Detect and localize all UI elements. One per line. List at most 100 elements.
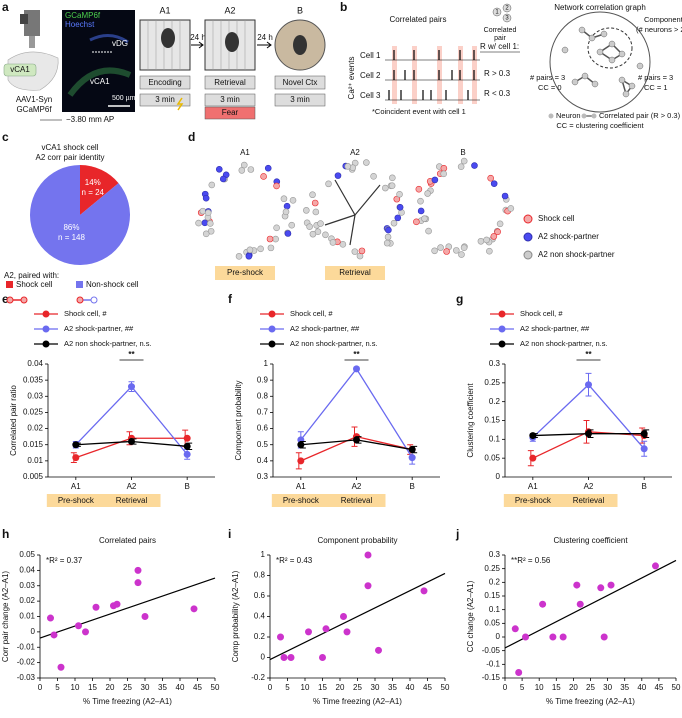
y-tick-label: 0 [261, 653, 266, 662]
neuron-dot [382, 184, 389, 192]
y-tick-label: 0.8 [257, 391, 269, 400]
node [596, 48, 604, 56]
neuron-dot [396, 203, 404, 211]
neuron-dot [201, 219, 209, 227]
neuron-dot [245, 252, 253, 260]
neuron-dot [202, 230, 210, 238]
y-tick-label: 0.05 [484, 453, 500, 462]
neuron-dot [317, 220, 324, 227]
x-tick-label: 0 [503, 683, 508, 692]
node [591, 80, 599, 88]
x-tick-label: 35 [388, 683, 397, 692]
data-point [651, 562, 659, 570]
annotation: ** [128, 350, 135, 359]
panel-label: b [340, 0, 347, 14]
data-point [134, 579, 142, 587]
y-tick-label: 0.15 [484, 591, 500, 600]
node [600, 30, 608, 38]
neuron-dot [425, 227, 432, 235]
phase-box [503, 494, 562, 507]
y-tick-label: 0.3 [489, 550, 501, 559]
ap-label: −3.80 mm AP [66, 115, 114, 124]
neuron-dot [325, 180, 332, 188]
data-point [277, 633, 284, 641]
legend-icon [6, 296, 14, 304]
example-label: CC = 0 [538, 83, 562, 92]
y-axis-label: Comp probability (A2–A1) [231, 570, 240, 662]
pair-label: Correlated [484, 27, 517, 34]
legend-dot [523, 214, 533, 224]
phase-box [559, 494, 618, 507]
neuron-dot [477, 237, 485, 245]
phase-box [325, 266, 385, 280]
data-point [529, 432, 537, 440]
phase-box [102, 494, 161, 507]
neuron-dot [460, 157, 468, 165]
session-name: B [297, 5, 303, 15]
icon-number: 3 [505, 16, 509, 22]
component-label: Component [644, 15, 682, 24]
y-tick-label: 0 [496, 632, 501, 641]
neuron-dot [238, 167, 246, 174]
virus-label: GCaMP6f [16, 105, 52, 114]
x-tick-label: 15 [318, 683, 327, 692]
neuron-dot [260, 173, 267, 180]
phase-label: Retrieval [573, 496, 605, 505]
annotation: **R² = 0.56 [511, 556, 551, 565]
legend-label: Non-shock cell [86, 280, 139, 289]
phase-label: Pre-shock [515, 496, 552, 505]
neuron-dot [437, 244, 444, 251]
y-tick-label: 0.3 [489, 359, 501, 368]
legend-label: A2 non shock-partner, n.s. [520, 339, 608, 348]
session-name: A2 [224, 5, 235, 15]
y-tick-label: 0.25 [484, 378, 500, 387]
y-tick-label: 0 [496, 472, 501, 481]
mouse [293, 35, 307, 55]
y-tick-label: 0.02 [19, 596, 35, 605]
y-tick-label: -0.05 [482, 646, 501, 655]
example-label: # pairs = 3 [638, 73, 673, 82]
data-point [529, 454, 537, 462]
data-point [280, 654, 288, 661]
annotation: *R² = 0.43 [276, 556, 313, 565]
y-label: Ca²⁺ events [347, 57, 356, 100]
data-point [585, 381, 592, 389]
node [561, 46, 569, 54]
legend-label: Neuron [556, 111, 581, 120]
x-tick-label: 25 [353, 683, 362, 692]
node [578, 26, 586, 34]
event-tick [388, 50, 475, 100]
data-point [287, 654, 295, 661]
neuron-dot [264, 164, 272, 172]
region-label: vDG [112, 39, 128, 48]
neuron-dot [351, 248, 359, 255]
neuron-dot [431, 176, 439, 184]
y-tick-label: 0.005 [23, 472, 44, 481]
legend-dot [42, 310, 50, 318]
y-tick-label: 0.05 [19, 550, 35, 559]
phase-label: Retrieval [339, 268, 371, 277]
y-tick-label: 0.03 [27, 391, 43, 400]
data-point [364, 582, 372, 590]
shock-icon [176, 97, 184, 111]
icon-neuron [502, 3, 512, 13]
data-point [92, 603, 100, 611]
neuron-dot [257, 245, 264, 253]
y-tick-label: 0.25 [484, 564, 500, 573]
arrow [191, 41, 204, 49]
neuron-dot [417, 207, 425, 215]
x-tick-label: 5 [55, 683, 60, 692]
interval-label: 24 h [190, 33, 206, 42]
legend-label: Correlated pair (R > 0.3) [599, 111, 681, 120]
y-tick-label: 0.5 [257, 440, 269, 449]
panel-label: e [2, 292, 9, 306]
x-axis-label: % Time freezing (A2–A1) [83, 697, 172, 706]
data-point [549, 633, 557, 641]
panel-label: d [188, 130, 195, 144]
panel-d: A1 A2 B Shock cell A2 shock-partner A2 n… [195, 148, 615, 280]
x-tick-label: A1 [71, 482, 81, 491]
y-tick-label: 0.2 [489, 397, 501, 406]
data-point [522, 633, 530, 641]
cell-label: Cell 2 [360, 71, 381, 80]
interval-label: 24 h [257, 33, 273, 42]
